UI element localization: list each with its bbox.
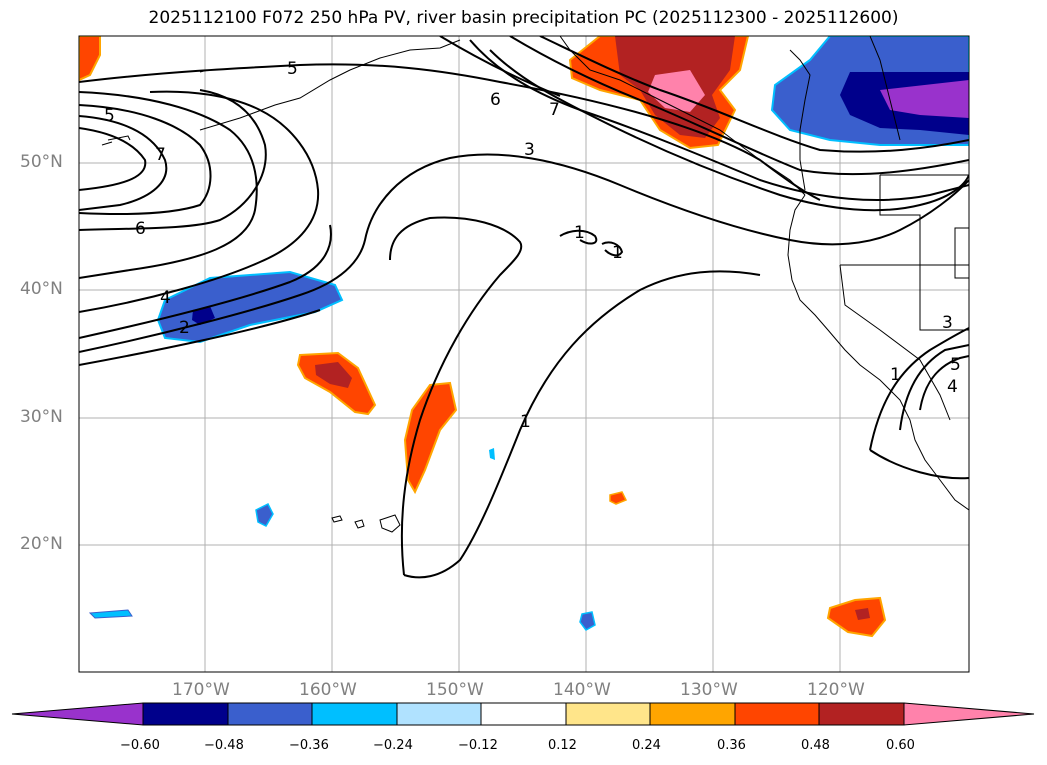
contour-label: 6 bbox=[135, 219, 146, 239]
coastlines bbox=[101, 36, 969, 533]
contour-label: 3 bbox=[524, 140, 535, 160]
contour-label: 3 bbox=[942, 313, 953, 333]
pv-contours bbox=[79, 36, 969, 579]
colorbar-segment bbox=[903, 702, 1035, 726]
colorbar-tick-label: −0.36 bbox=[289, 738, 329, 753]
precip-positive-central-1-mid bbox=[315, 362, 352, 388]
colorbar-segment bbox=[480, 702, 567, 726]
lat-label-20n: 20°N bbox=[20, 534, 63, 554]
plot-frame bbox=[78, 35, 970, 673]
contour-label: 1 bbox=[612, 243, 623, 263]
precip-positive-se bbox=[826, 596, 887, 638]
colorbar bbox=[11, 702, 1035, 726]
lon-label-120w: 120°W bbox=[807, 680, 865, 700]
colorbar-segment bbox=[396, 702, 482, 726]
precip-negative-small-3 bbox=[579, 611, 596, 631]
precip-negative-small-2 bbox=[88, 609, 133, 619]
contour-label: 6 bbox=[490, 90, 501, 110]
contour-label: 1 bbox=[890, 365, 901, 385]
contour-label: 7 bbox=[549, 100, 560, 120]
lon-label-160w: 160°W bbox=[299, 680, 357, 700]
colorbar-segment bbox=[734, 702, 820, 726]
contour-label: 4 bbox=[947, 377, 958, 397]
lon-label-170w: 170°W bbox=[172, 680, 230, 700]
colorbar-tick-label: 0.60 bbox=[886, 738, 915, 753]
colorbar-tick-label: −0.24 bbox=[373, 738, 413, 753]
lat-label-40n: 40°N bbox=[20, 279, 63, 299]
precip-negative-west-mid bbox=[192, 306, 215, 325]
contour-label: 4 bbox=[160, 288, 171, 308]
lon-label-130w: 130°W bbox=[680, 680, 738, 700]
colorbar-segment bbox=[311, 702, 398, 726]
precip-positive-small-1 bbox=[609, 491, 628, 505]
contour-label: 7 bbox=[155, 145, 166, 165]
colorbar-tick-label: −0.12 bbox=[458, 738, 498, 753]
colorbar-tick-label: 0.24 bbox=[632, 738, 661, 753]
map-title: 2025112100 F072 250 hPa PV, river basin … bbox=[148, 8, 899, 28]
colorbar-tick-label: 0.36 bbox=[717, 738, 746, 753]
contour-labels: 5 5 7 6 4 2 6 7 3 1 1 1 1 3 5 4 bbox=[104, 59, 961, 432]
lat-label-30n: 30°N bbox=[20, 407, 63, 427]
colorbar-segment bbox=[649, 702, 736, 726]
colorbar-segment bbox=[142, 702, 229, 726]
precip-negative-small-1 bbox=[255, 502, 274, 527]
colorbar-tick-label: 0.48 bbox=[801, 738, 830, 753]
colorbar-segment bbox=[227, 702, 313, 726]
colorbar-segment bbox=[818, 702, 905, 726]
colorbar-tick-label: 0.12 bbox=[548, 738, 577, 753]
colorbar-tick-label: −0.60 bbox=[120, 738, 160, 753]
colorbar-segment bbox=[11, 702, 144, 726]
precip-fills bbox=[79, 36, 969, 638]
contour-label: 1 bbox=[520, 412, 531, 432]
lon-label-140w: 140°W bbox=[553, 680, 611, 700]
precip-negative-small-4 bbox=[489, 448, 495, 460]
colorbar-tick-label: −0.48 bbox=[204, 738, 244, 753]
precip-positive-central-2 bbox=[403, 381, 458, 495]
contour-label: 5 bbox=[287, 59, 298, 79]
precip-positive-se-mid bbox=[855, 608, 870, 620]
contour-label: 1 bbox=[574, 223, 585, 243]
contour-label: 2 bbox=[179, 318, 190, 338]
precip-positive-corner bbox=[79, 36, 101, 82]
contour-label: 5 bbox=[104, 106, 115, 126]
lat-label-50n: 50°N bbox=[20, 152, 63, 172]
colorbar-segment bbox=[565, 702, 651, 726]
contour-label: 5 bbox=[950, 355, 961, 375]
lon-label-150w: 150°W bbox=[426, 680, 484, 700]
precip-negative-ne-high bbox=[880, 80, 969, 118]
